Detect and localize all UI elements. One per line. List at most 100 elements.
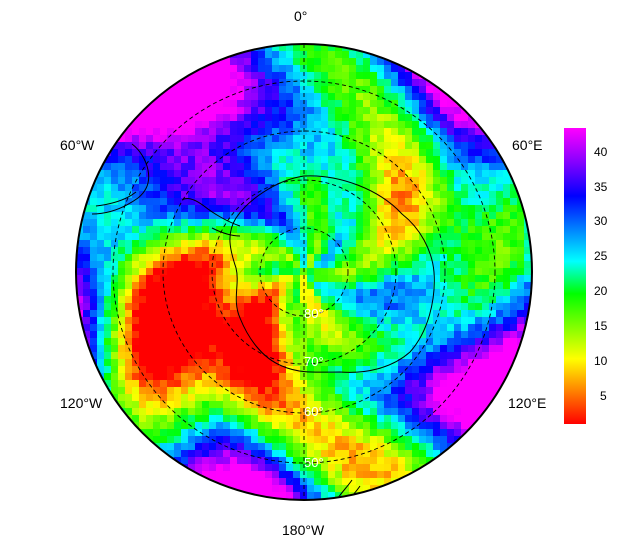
field-cell <box>153 429 161 437</box>
field-cell <box>181 240 189 248</box>
field-cell <box>244 296 252 304</box>
field-cell <box>83 268 91 276</box>
field-cell <box>314 310 322 318</box>
field-cell <box>202 219 210 227</box>
field-cell <box>342 93 350 101</box>
field-cell <box>412 317 420 325</box>
field-cell <box>426 352 434 360</box>
field-cell <box>377 254 385 262</box>
field-cell <box>314 254 322 262</box>
field-cell <box>265 191 273 199</box>
field-cell <box>216 478 224 486</box>
field-cell <box>195 303 203 311</box>
field-cell <box>405 114 413 122</box>
field-cell <box>524 240 532 248</box>
field-cell <box>475 394 483 402</box>
field-cell <box>328 44 336 52</box>
field-cell <box>307 429 315 437</box>
field-cell <box>384 471 392 479</box>
field-cell <box>202 303 210 311</box>
field-cell <box>223 296 231 304</box>
field-cell <box>377 86 385 94</box>
field-cell <box>321 478 329 486</box>
field-cell <box>405 310 413 318</box>
field-cell <box>356 436 364 444</box>
field-cell <box>349 156 357 164</box>
field-cell <box>251 121 259 129</box>
field-cell <box>174 324 182 332</box>
field-cell <box>258 268 266 276</box>
field-cell <box>265 380 273 388</box>
field-cell <box>188 135 196 143</box>
field-cell <box>209 457 217 465</box>
field-cell <box>461 317 469 325</box>
field-cell <box>454 114 462 122</box>
field-cell <box>153 191 161 199</box>
field-cell <box>188 163 196 171</box>
field-cell <box>342 58 350 66</box>
field-cell <box>265 282 273 290</box>
field-cell <box>349 359 357 367</box>
field-cell <box>433 240 441 248</box>
field-cell <box>125 226 133 234</box>
field-cell <box>454 205 462 213</box>
field-cell <box>433 380 441 388</box>
field-cell <box>314 408 322 416</box>
field-cell <box>482 401 490 409</box>
field-cell <box>475 142 483 150</box>
field-cell <box>153 261 161 269</box>
field-cell <box>426 163 434 171</box>
field-cell <box>209 317 217 325</box>
field-cell <box>293 338 301 346</box>
field-cell <box>321 93 329 101</box>
field-cell <box>328 177 336 185</box>
field-cell <box>244 345 252 353</box>
field-cell <box>503 212 511 220</box>
field-cell <box>279 58 287 66</box>
field-cell <box>363 366 371 374</box>
field-cell <box>503 310 511 318</box>
field-cell <box>468 366 476 374</box>
field-cell <box>321 170 329 178</box>
field-cell <box>251 338 259 346</box>
field-cell <box>342 233 350 241</box>
field-cell <box>349 331 357 339</box>
field-cell <box>202 79 210 87</box>
field-cell <box>328 121 336 129</box>
field-cell <box>160 317 168 325</box>
field-cell <box>279 86 287 94</box>
field-cell <box>104 233 112 241</box>
field-cell <box>454 373 462 381</box>
field-cell <box>454 331 462 339</box>
field-cell <box>349 93 357 101</box>
field-cell <box>258 345 266 353</box>
field-cell <box>258 450 266 458</box>
field-cell <box>454 310 462 318</box>
field-cell <box>181 261 189 269</box>
field-cell <box>447 128 455 136</box>
field-cell <box>328 149 336 157</box>
field-cell <box>419 373 427 381</box>
field-cell <box>244 338 252 346</box>
field-cell <box>468 401 476 409</box>
field-cell <box>223 366 231 374</box>
field-cell <box>398 100 406 108</box>
field-cell <box>342 247 350 255</box>
field-cell <box>97 331 105 339</box>
field-cell <box>447 408 455 416</box>
field-cell <box>132 296 140 304</box>
field-cell <box>188 310 196 318</box>
field-cell <box>230 443 238 451</box>
field-cell <box>363 79 371 87</box>
field-cell <box>461 219 469 227</box>
field-cell <box>230 191 238 199</box>
field-cell <box>209 324 217 332</box>
field-cell <box>412 219 420 227</box>
field-cell <box>447 373 455 381</box>
field-cell <box>461 205 469 213</box>
field-cell <box>426 415 434 423</box>
field-cell <box>440 93 448 101</box>
field-cell <box>237 86 245 94</box>
field-cell <box>258 359 266 367</box>
field-cell <box>419 191 427 199</box>
